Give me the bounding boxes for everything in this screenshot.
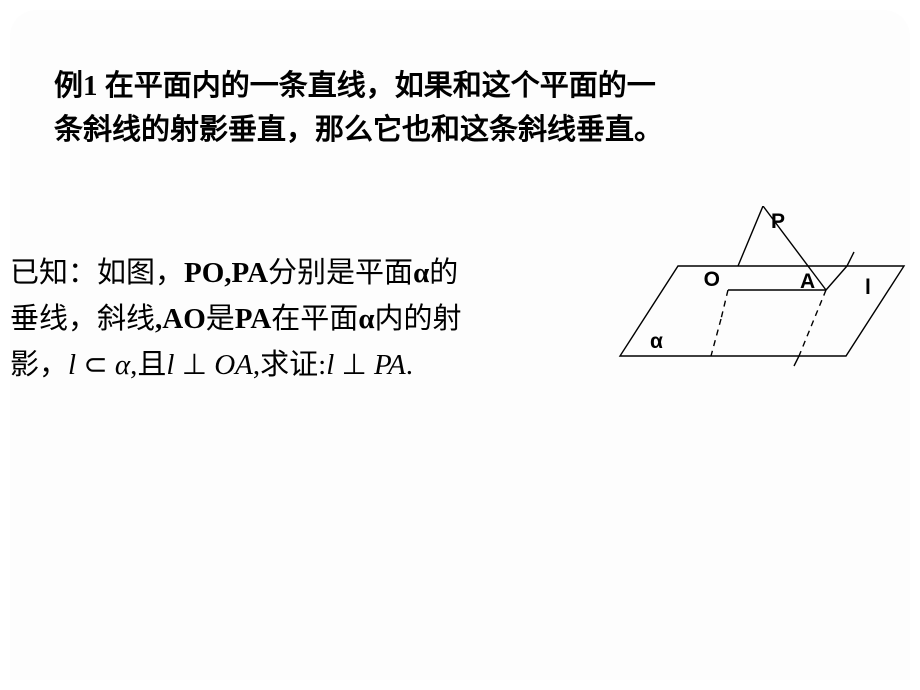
perp-1: ⊥ — [174, 349, 214, 381]
qiuzheng-text: 求证 — [260, 349, 318, 381]
svg-text:P: P — [771, 210, 785, 233]
svg-text:A: A — [800, 270, 815, 293]
alpha-2: α — [358, 303, 374, 335]
title-line-1: 例1 在平面内的一条直线，如果和这个平面的一 — [54, 64, 834, 108]
diagram-svg: P O Al α — [608, 206, 908, 376]
body-row-1: 已知：如图，PO,PA分别是平面α的 — [10, 250, 600, 296]
colon: : — [318, 349, 326, 381]
ao-label: ,AO — [155, 303, 206, 335]
svg-text:O: O — [704, 268, 720, 291]
math-pa: PA — [374, 349, 406, 381]
title-prefix: 例 — [54, 70, 83, 102]
pa-label: PA — [235, 303, 272, 335]
text-3a: 影， — [10, 349, 68, 381]
subset-symbol: ⊂ — [76, 349, 115, 381]
text-2e: 在平面 — [271, 303, 358, 335]
perp-2: ⊥ — [334, 349, 374, 381]
text-2g: 内的射 — [375, 303, 462, 335]
text-1e: 的 — [429, 257, 458, 289]
example-title: 例1 在平面内的一条直线，如果和这个平面的一 条斜线的射影垂直，那么它也和这条斜… — [54, 64, 834, 152]
given-label: 已知：如图， — [10, 257, 184, 289]
qie-text: 且 — [137, 349, 166, 381]
svg-text:l: l — [865, 276, 871, 299]
title-number: 1 — [83, 70, 105, 102]
svg-text:α: α — [650, 330, 663, 353]
body-row-3: 影，l ⊂ α,且l ⊥ OA,求证:l ⊥ PA. — [10, 342, 600, 388]
text-2a: 垂线，斜线 — [10, 303, 155, 335]
title-line-2: 条斜线的射影垂直，那么它也和这条斜线垂直。 — [54, 108, 834, 152]
problem-statement: 已知：如图，PO,PA分别是平面α的 垂线，斜线,AO是PA在平面α内的射 影，… — [10, 250, 600, 388]
text-2c: 是 — [206, 303, 235, 335]
text-1c: 分别是平面 — [268, 257, 413, 289]
body-row-2: 垂线，斜线,AO是PA在平面α内的射 — [10, 296, 600, 342]
alpha-1: α — [413, 257, 429, 289]
title-text-1: 在平面内的一条直线，如果和这个平面的一 — [105, 70, 656, 102]
period: . — [406, 349, 413, 381]
math-l-1: l — [68, 349, 76, 381]
po-pa: PO,PA — [184, 257, 268, 289]
slide: 例1 在平面内的一条直线，如果和这个平面的一 条斜线的射影垂直，那么它也和这条斜… — [10, 10, 910, 680]
math-oa: OA — [214, 349, 253, 381]
math-alpha: α — [115, 349, 130, 381]
geometry-diagram: P O Al α — [608, 206, 908, 376]
